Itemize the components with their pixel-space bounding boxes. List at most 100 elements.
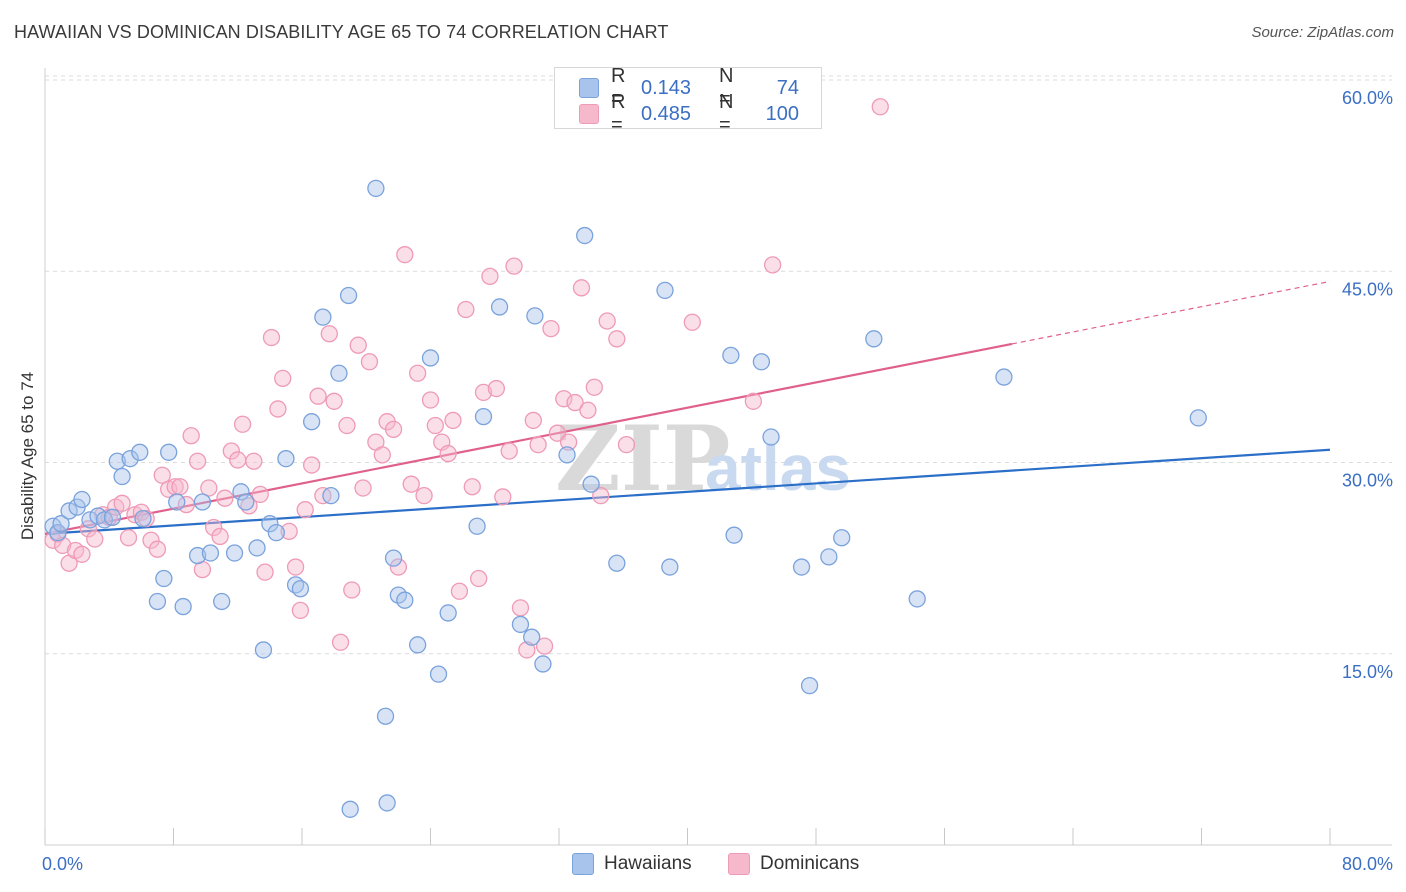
hawaiians-point — [995, 368, 1013, 386]
dominicans-point — [457, 300, 475, 319]
dominicans-point — [592, 486, 610, 505]
hawaiians-point — [534, 655, 552, 673]
dominicans-point — [542, 319, 560, 338]
tick-labels: 15.0% 30.0% 45.0% 60.0% 0.0% 80.0% Disability … — [18, 88, 1393, 874]
dominicans-point — [73, 545, 91, 563]
hawaiians-point — [792, 558, 811, 576]
hawaiians-point — [526, 307, 544, 325]
hawaiians-point — [155, 569, 173, 588]
hawaiians-point — [108, 452, 126, 470]
hawaiians-point — [168, 493, 186, 511]
series-legend-dominicans[interactable]: Dominicans — [728, 851, 859, 877]
hawaiians-point — [131, 443, 149, 461]
dominicans-point — [579, 401, 597, 419]
hawaiians-point — [322, 486, 340, 505]
dominicans-point — [871, 98, 889, 116]
dominicans-point — [211, 527, 229, 546]
dominicans-point — [148, 540, 167, 558]
dominicans-point — [389, 558, 408, 576]
dominicans-point — [343, 581, 361, 599]
legend-row-hawaiians: R = 0.143 N = 74 — [579, 65, 799, 110]
hawaiians-swatch — [579, 78, 599, 98]
hawaiians-point — [725, 526, 743, 544]
hawaiians-point — [722, 346, 740, 365]
hawaiians-point — [225, 544, 244, 562]
r-label: R = — [611, 65, 626, 110]
hawaiians-point — [49, 523, 67, 542]
hawaiians-point — [60, 502, 78, 520]
stats-legend: R = 0.143 N = 74 R = 0.485 N = 100 — [554, 65, 822, 136]
hawaiians-point — [52, 515, 70, 533]
dominicans-point — [188, 452, 207, 470]
hawaiians-point — [174, 597, 192, 616]
x-tick-label: 80.0% — [1342, 854, 1393, 874]
dominicans-point — [205, 518, 223, 537]
dominicans-point — [402, 475, 420, 493]
hawaiians-point — [762, 428, 780, 446]
dominicans-point — [617, 435, 636, 454]
legend-row-dominicans: R = 0.485 N = 100 — [579, 91, 799, 136]
hawaiians-point — [608, 554, 626, 572]
hawaiians-point — [820, 548, 838, 566]
hawaiians-point — [193, 493, 212, 511]
dominicans-point — [291, 601, 310, 620]
trend-lines — [44, 280, 1331, 535]
series-legend-hawaiians[interactable]: Hawaiians — [572, 851, 692, 877]
hawaiians-point — [81, 511, 99, 529]
dominicans-point — [555, 390, 573, 408]
y-axis-label: Disability Age 65 to 74 — [18, 372, 37, 540]
dominicans-point — [396, 246, 414, 264]
x-tick-label: 0.0% — [42, 854, 83, 874]
dominicans-point — [439, 444, 457, 463]
dominicans-point — [119, 529, 138, 547]
dominicans-point — [500, 442, 518, 460]
dominicans-point — [585, 378, 603, 396]
hawaiians-point — [232, 483, 250, 501]
dominicans-point — [262, 328, 281, 347]
dominicans-point — [86, 530, 104, 548]
dominicans-point — [54, 536, 72, 555]
hawaiians-point — [490, 298, 509, 316]
dominicans-point — [511, 599, 530, 617]
grid — [45, 75, 1392, 655]
hawaiians-point — [121, 450, 139, 468]
dominicans-point — [384, 420, 403, 439]
y-tick-label: 60.0% — [1342, 88, 1393, 108]
dominicans-point — [683, 313, 701, 331]
dominicans-point — [233, 415, 252, 433]
dominicans-point — [153, 466, 171, 484]
dominicans-point — [559, 433, 578, 451]
hawaiians-point — [511, 615, 530, 634]
hawaiians-r-value: 0.143 — [641, 76, 692, 99]
dominicans-point — [269, 400, 287, 418]
dominicans-point — [182, 427, 200, 445]
hawaiians-point — [277, 450, 295, 468]
trend-extension-dominicans — [1011, 280, 1331, 345]
hawaiians-point — [302, 413, 321, 431]
dominicans-swatch — [579, 104, 599, 124]
hawaiians-point — [661, 558, 679, 576]
source-label: Source: ZipAtlas.com — [1251, 24, 1394, 41]
dominicans-point — [113, 494, 131, 512]
hawaiians-point — [248, 539, 266, 557]
trend-line-dominicans — [44, 342, 1013, 535]
hawaiians-point — [160, 443, 178, 461]
hawaiians-point — [103, 508, 122, 526]
dominicans-point — [325, 392, 343, 410]
dominicans-point — [331, 633, 350, 651]
dominicans-legend-swatch — [728, 853, 750, 875]
hawaiians-point — [201, 544, 220, 562]
r-label: R = — [611, 91, 626, 136]
dominicans-point — [463, 478, 481, 496]
dominicans-point — [251, 485, 269, 504]
dominicans-point — [415, 486, 433, 505]
dominicans-point — [274, 369, 292, 388]
dominicans-point — [349, 336, 367, 354]
hawaiians-point — [833, 529, 851, 547]
hawaiians-point — [468, 517, 486, 535]
dominicans-point — [524, 411, 542, 430]
dominicans-point — [200, 479, 218, 497]
dominicans-r-value: 0.485 — [641, 102, 692, 125]
dominicans-point — [487, 379, 506, 398]
hawaiians-point — [656, 281, 674, 300]
